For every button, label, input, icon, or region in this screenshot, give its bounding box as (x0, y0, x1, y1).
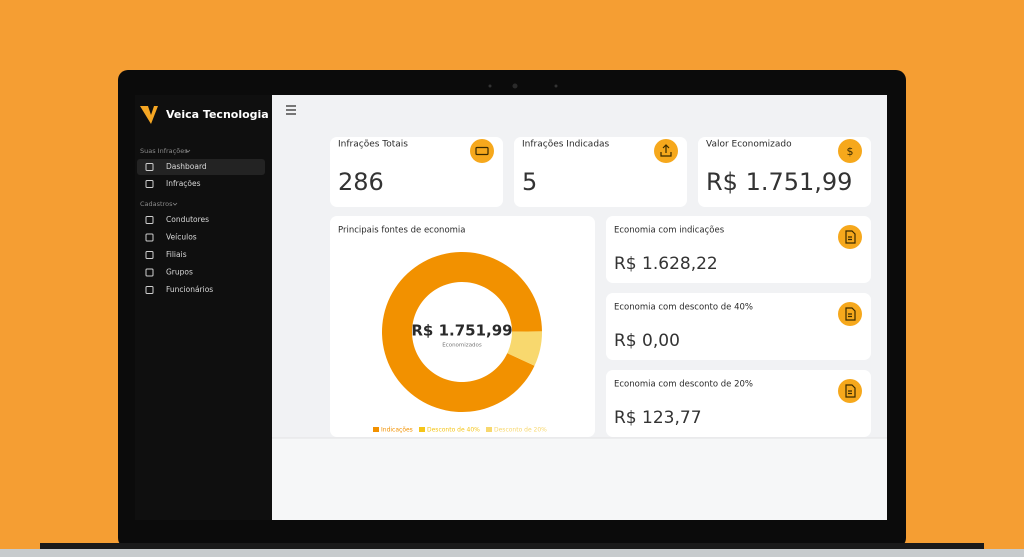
donut-chart (381, 251, 542, 412)
chevron (185, 149, 191, 153)
menu-label: Filiais (166, 250, 187, 259)
menu-icon (145, 233, 154, 242)
menu-button[interactable] (286, 105, 296, 115)
menu-label: Condutores (166, 215, 209, 224)
active-highlight (137, 159, 265, 175)
icon-glyph (845, 230, 856, 244)
logo (140, 106, 158, 124)
laptop-hinge (40, 543, 984, 549)
section-title: Suas Infrações (140, 147, 188, 155)
menu-item[interactable]: Infrações (145, 179, 201, 188)
donut-total: R$ 1.751,99 (411, 322, 512, 340)
menu-icon (145, 180, 154, 188)
legend-swatch (419, 427, 425, 432)
menu-item[interactable]: Funcionários (145, 285, 213, 294)
donut-slice (381, 251, 542, 412)
menu-item[interactable]: Filiais (145, 250, 187, 259)
legend-swatch (486, 427, 492, 432)
card-icon (470, 139, 494, 163)
card-icon (838, 302, 862, 326)
stat-card (514, 137, 687, 207)
chart-title: Principais fontes de economia (338, 226, 466, 236)
menu-icon (145, 251, 154, 259)
sensor (554, 84, 558, 88)
menu-label: Dashboard (166, 162, 207, 171)
savings-card (606, 370, 871, 437)
stat-title: Valor Economizado (706, 140, 792, 150)
savings-card (606, 293, 871, 360)
brand: Veica Tecnologia (166, 108, 269, 121)
sensor (488, 84, 492, 88)
camera (512, 83, 518, 89)
icon-glyph (845, 384, 856, 398)
sidebar (135, 95, 272, 520)
icon-glyph (660, 144, 672, 157)
icon-circle (838, 139, 862, 163)
chevron (172, 202, 178, 206)
stat-cards: Infrações Totais 286 Infrações Indicadas 5 V… (330, 137, 871, 207)
savings-title: Economia com indicações (614, 226, 725, 236)
donut-slice (507, 331, 542, 366)
icon-glyph: $ (847, 145, 854, 158)
menu-label: Infrações (166, 179, 201, 188)
legend-label: Desconto de 20% (494, 427, 547, 434)
legend-label: Indicações (381, 427, 413, 434)
savings-value: R$ 123,77 (614, 408, 702, 428)
menu-icon (145, 268, 154, 277)
stat-card (330, 137, 503, 207)
menu-icon (145, 163, 154, 171)
legend-label: Desconto de 40% (427, 427, 480, 434)
donut-caption: Economizados (442, 343, 482, 349)
chart-card (330, 216, 595, 437)
section-title: Cadastros (140, 200, 173, 208)
menu-label: Veículos (166, 233, 197, 242)
icon-glyph (475, 146, 489, 156)
menu-icon (145, 216, 154, 224)
icon-glyph (845, 307, 856, 321)
savings-value: R$ 1.628,22 (614, 254, 718, 274)
stat-value: 5 (522, 168, 537, 196)
card-icon (838, 379, 862, 403)
legend: Indicações Desconto de 40% Desconto de 20% (373, 427, 547, 434)
card-icon: $ (838, 139, 862, 163)
legend-swatch (373, 427, 379, 432)
savings-title: Economia com desconto de 40% (614, 303, 753, 313)
menu-item[interactable]: Condutores (145, 215, 209, 224)
savings-card (606, 216, 871, 283)
card-icon (838, 225, 862, 249)
menu-label: Grupos (166, 268, 193, 277)
laptop-base (0, 549, 1024, 557)
stat-title: Infrações Totais (338, 140, 408, 150)
sidebar-menu: Suas Infrações Dashboard Infrações Cadastro… (137, 147, 265, 294)
stat-card (698, 137, 871, 207)
savings-title: Economia com desconto de 20% (614, 380, 753, 390)
icon-circle (470, 139, 494, 163)
stat-value: R$ 1.751,99 (706, 168, 852, 196)
stat-title: Infrações Indicadas (522, 140, 610, 150)
menu-item[interactable]: Dashboard (137, 159, 265, 175)
savings-cards: Economia com indicações R$ 1.628,22 Econom… (606, 216, 871, 437)
card-icon (654, 139, 678, 163)
menu-item[interactable]: Grupos (145, 268, 193, 277)
menu-label: Funcionários (166, 285, 213, 294)
stat-value: 286 (338, 168, 384, 196)
menu-item[interactable]: Veículos (145, 233, 197, 242)
savings-value: R$ 0,00 (614, 331, 680, 351)
menu-icon (145, 286, 154, 294)
